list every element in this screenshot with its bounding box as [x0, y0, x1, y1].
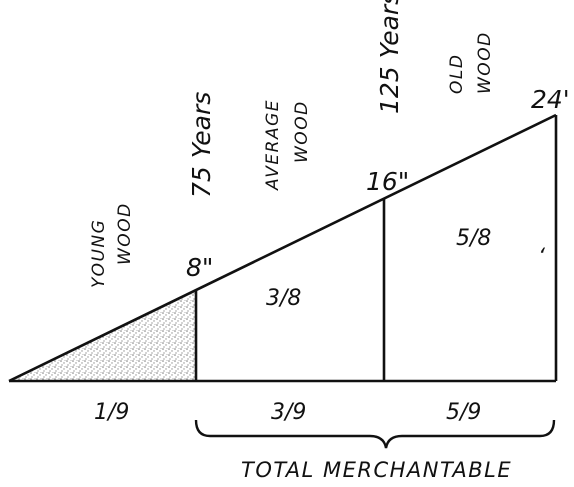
base-fraction-young: 1/9: [94, 400, 129, 425]
stray-mark: ‘: [538, 245, 546, 270]
age-75-label: 75 Years: [187, 92, 216, 198]
old-label-1: OLD: [447, 54, 467, 94]
old-fraction: 5/8: [456, 226, 491, 251]
base-fraction-old: 5/9: [446, 400, 481, 425]
average-label-2: WOOD: [292, 100, 312, 163]
diameter-8-label: 8": [186, 253, 213, 282]
average-label-1: AVERAGE: [263, 99, 283, 191]
old-label-2: WOOD: [475, 31, 495, 94]
total-merchantable-label: TOTAL MERCHANTABLE: [241, 458, 512, 482]
average-fraction: 3/8: [266, 286, 301, 311]
hypotenuse-line: [8, 113, 557, 383]
merchantable-brace: [194, 419, 556, 449]
base-fraction-average: 3/9: [271, 400, 306, 425]
age-125-label: 125 Years: [375, 0, 404, 114]
young-label-2: WOOD: [115, 202, 135, 265]
diameter-16-label: 16": [366, 167, 409, 196]
young-label-1: YOUNG: [89, 219, 109, 288]
diameter-24-label: 24': [531, 85, 570, 114]
